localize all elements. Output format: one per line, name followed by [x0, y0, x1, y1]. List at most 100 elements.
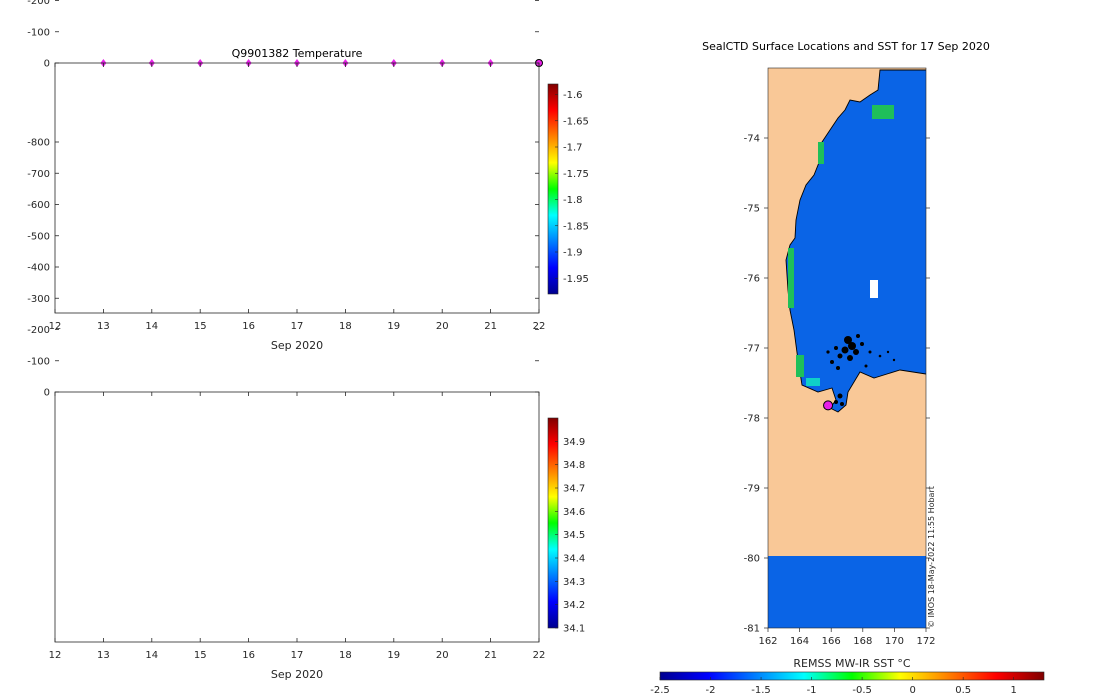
- y-tick-label: -100: [27, 27, 50, 38]
- salinity-colorbar-ticks: 34.9 34.8 34.7 34.6 34.5 34.4 34.3 34.2 34.1: [555, 437, 585, 635]
- sst-colorbar-tick-label: 0.5: [955, 685, 971, 696]
- x-tick-label: 12: [49, 321, 62, 332]
- sea-south: [768, 556, 926, 628]
- temperature-x-ticks: 12 13 14 15 16 17 18 19 20 21 22: [49, 63, 546, 332]
- salinity-x-ticks: 12 13 14 15 16 17 18 19 20 21 22: [49, 392, 546, 661]
- x-tick-label: 22: [533, 650, 546, 661]
- colorbar-tick-label: 34.8: [563, 460, 585, 471]
- temperature-axes-box: [54, 62, 540, 314]
- x-tick-label: 17: [291, 650, 304, 661]
- salinity-y-ticks: 0 -100 -200 -300 -400 -500 -600 -700 -800: [27, 138, 539, 399]
- x-tick-label: 22: [533, 321, 546, 332]
- x-tick-label: 14: [145, 650, 158, 661]
- x-tick-label: 12: [49, 650, 62, 661]
- colorbar-tick-label: -1.85: [563, 221, 589, 232]
- x-tick-label: 21: [484, 321, 497, 332]
- y-tick-label: -200: [27, 325, 50, 336]
- map-x-tick-label: 168: [853, 636, 872, 647]
- x-tick-label: 17: [291, 321, 304, 332]
- x-tick-label: 19: [387, 321, 400, 332]
- colorbar-tick-label: 34.3: [563, 577, 585, 588]
- colorbar-tick-label: 34.9: [563, 437, 585, 448]
- map-y-tick-label: -78: [744, 414, 760, 425]
- sst-colorbar-label: REMSS MW-IR SST °C: [793, 657, 911, 670]
- map-y-tick-label: -79: [744, 484, 760, 495]
- map-x-tick-label: 170: [885, 636, 904, 647]
- y-tick-label: -700: [27, 169, 50, 180]
- temperature-colorbar-ticks: -1.6 -1.65 -1.7 -1.75 -1.8 -1.85 -1.9 -1.95: [555, 90, 589, 285]
- y-tick-label: 0: [44, 59, 50, 70]
- map-y-tick-label: -76: [744, 274, 760, 285]
- colorbar-tick-label: -1.95: [563, 274, 589, 285]
- colorbar-tick-label: -1.7: [563, 143, 583, 154]
- map-y-ticks: -74 -75 -76 -77 -78 -79 -80 -81: [744, 134, 930, 635]
- map-y-tick-label: -77: [744, 344, 760, 355]
- x-tick-label: 15: [194, 650, 207, 661]
- sst-colorbar-tick-label: -0.5: [852, 685, 872, 696]
- x-tick-label: 14: [145, 321, 158, 332]
- y-tick-label: -400: [27, 263, 50, 274]
- x-tick-label: 18: [339, 321, 352, 332]
- temperature-colorbar: [547, 83, 559, 295]
- sst-colorbar-tick-label: -2.5: [650, 685, 670, 696]
- colorbar-tick-label: -1.65: [563, 116, 589, 127]
- x-tick-label: 20: [436, 321, 449, 332]
- x-tick-label: 20: [436, 650, 449, 661]
- y-tick-label: -100: [27, 356, 50, 367]
- y-tick-label: -300: [27, 294, 50, 305]
- coastal-sst-patch: [788, 248, 794, 308]
- y-tick-label: -600: [27, 200, 50, 211]
- coastal-sst-patch: [872, 105, 894, 119]
- coastal-sst-patch: [818, 142, 824, 164]
- colorbar-tick-label: -1.8: [563, 195, 583, 206]
- map-x-tick-label: 162: [758, 636, 777, 647]
- temperature-y-ticks: 0-100-200-300-400-500-600-700-800: [27, 0, 539, 70]
- colorbar-tick-label: -1.75: [563, 169, 589, 180]
- temperature-xlabel: Sep 2020: [271, 339, 323, 352]
- colorbar-tick-label: 34.6: [563, 507, 585, 518]
- x-tick-label: 19: [387, 650, 400, 661]
- map-y-tick-label: -81: [744, 624, 760, 635]
- y-tick-label: -800: [27, 138, 50, 149]
- map-x-tick-label: 172: [916, 636, 935, 647]
- x-tick-label: 18: [339, 650, 352, 661]
- x-tick-label: 16: [242, 650, 255, 661]
- x-tick-label: 13: [97, 650, 110, 661]
- map-x-ticks: 162 164 166 168 170 172: [758, 628, 936, 647]
- map-y-tick-label: -74: [744, 134, 760, 145]
- x-tick-label: 16: [242, 321, 255, 332]
- colorbar-tick-label: 34.5: [563, 530, 585, 541]
- salinity-xlabel: Sep 2020: [271, 668, 323, 681]
- salinity-colorbar: [547, 417, 559, 629]
- map-x-tick-label: 166: [822, 636, 841, 647]
- colorbar-tick-label: 34.7: [563, 484, 585, 495]
- map-y-tick-label: -80: [744, 554, 760, 565]
- credit-text: © IMOS 18-May-2022 11:55 Hobart: [927, 486, 936, 628]
- seal-ctd-locations: [826, 334, 896, 406]
- x-tick-label: 15: [194, 321, 207, 332]
- y-tick-label: -200: [27, 0, 50, 7]
- x-tick-label: 21: [484, 650, 497, 661]
- x-tick-label: 13: [97, 321, 110, 332]
- colorbar-tick-label: -1.9: [563, 248, 583, 259]
- latest-location-marker: [823, 400, 834, 411]
- y-tick-label: 0: [44, 388, 50, 399]
- sst-colorbar-tick-label: -1.5: [751, 685, 771, 696]
- sst-colorbar-tick-label: 0: [909, 685, 915, 696]
- sst-colorbar-tick-label: -1: [807, 685, 817, 696]
- colorbar-tick-label: 34.2: [563, 600, 585, 611]
- colorbar-tick-label: 34.1: [563, 624, 585, 635]
- temperature-title: Q9901382 Temperature: [232, 47, 363, 60]
- sst-colorbar-tick-label: 1: [1010, 685, 1016, 696]
- map-y-tick-label: -75: [744, 204, 760, 215]
- map-area: [768, 68, 926, 628]
- map-title: SealCTD Surface Locations and SST for 17…: [702, 40, 990, 53]
- coastal-sst-patch: [806, 378, 820, 386]
- sst-colorbar-ticks: -2.5 -2 -1.5 -1 -0.5 0 0.5 1: [650, 677, 1017, 696]
- salinity-axes-box: [54, 391, 540, 643]
- y-tick-label: -500: [27, 231, 50, 242]
- sst-colorbar: [659, 671, 1045, 681]
- colorbar-tick-label: -1.6: [563, 90, 583, 101]
- sst-colorbar-tick-label: -2: [706, 685, 716, 696]
